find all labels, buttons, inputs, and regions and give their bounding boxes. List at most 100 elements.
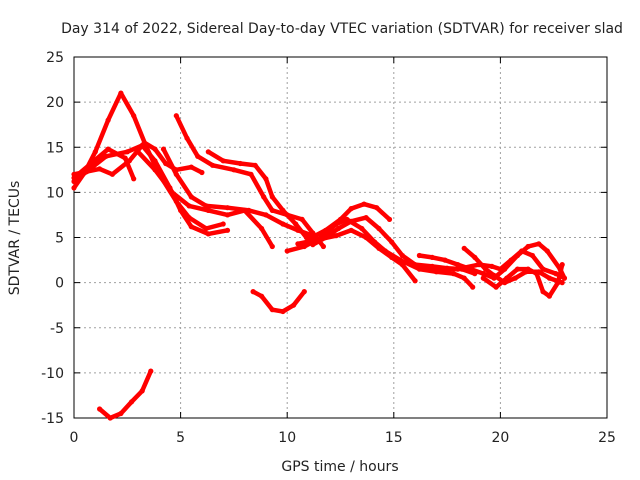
y-tick-label: -5 bbox=[50, 321, 64, 337]
data-point bbox=[269, 307, 275, 313]
data-point bbox=[263, 212, 269, 218]
x-axis-label: GPS time / hours bbox=[281, 459, 398, 475]
data-point bbox=[361, 201, 367, 207]
data-point bbox=[363, 215, 369, 221]
x-tick-label: 10 bbox=[278, 430, 296, 446]
series-arc-6 bbox=[161, 146, 316, 238]
data-point bbox=[310, 242, 316, 248]
series-arc-1 bbox=[71, 90, 226, 231]
data-point bbox=[489, 263, 495, 269]
data-point bbox=[359, 225, 365, 232]
data-point bbox=[482, 266, 489, 272]
x-tick-label: 5 bbox=[176, 430, 185, 446]
y-tick-label: -10 bbox=[41, 366, 64, 382]
data-point bbox=[491, 272, 497, 278]
data-point bbox=[386, 216, 393, 222]
data-point bbox=[152, 167, 158, 173]
y-axis-label: SDTVAR / TECUs bbox=[7, 181, 23, 296]
data-point bbox=[540, 266, 546, 272]
y-tick-label: 20 bbox=[46, 95, 64, 111]
data-point bbox=[269, 243, 275, 250]
data-point bbox=[186, 203, 192, 209]
data-point bbox=[376, 245, 382, 251]
data-point bbox=[188, 164, 194, 170]
data-point bbox=[259, 293, 265, 299]
data-point bbox=[450, 271, 457, 277]
data-point bbox=[131, 176, 137, 182]
data-point bbox=[71, 185, 77, 191]
data-point bbox=[163, 160, 169, 167]
data-point bbox=[455, 262, 461, 268]
data-point bbox=[205, 207, 211, 213]
data-point bbox=[525, 266, 531, 272]
series-arc-16 bbox=[461, 246, 565, 285]
data-point bbox=[188, 194, 194, 200]
data-point bbox=[199, 169, 205, 176]
data-point bbox=[129, 399, 135, 405]
data-point bbox=[559, 262, 565, 268]
y-tick-label: 25 bbox=[46, 50, 64, 66]
series-arc-7 bbox=[174, 113, 326, 249]
grid bbox=[74, 57, 607, 418]
data-point bbox=[263, 176, 269, 182]
data-point bbox=[508, 257, 514, 263]
data-point bbox=[399, 252, 405, 259]
data-point bbox=[250, 289, 256, 295]
data-point bbox=[293, 221, 299, 227]
data-point bbox=[348, 218, 354, 224]
data-point bbox=[412, 278, 418, 284]
series-arc-12 bbox=[295, 228, 418, 284]
data-point bbox=[493, 284, 499, 290]
data-point bbox=[71, 175, 77, 181]
data-point bbox=[248, 171, 254, 177]
data-point bbox=[555, 280, 561, 286]
data-point bbox=[429, 254, 435, 260]
data-point bbox=[480, 275, 486, 281]
data-point bbox=[525, 243, 531, 250]
data-point bbox=[269, 207, 275, 213]
data-point bbox=[348, 227, 354, 233]
data-point bbox=[389, 239, 395, 245]
data-point bbox=[195, 153, 201, 159]
series-arc-18 bbox=[97, 368, 154, 421]
data-point bbox=[88, 160, 94, 167]
series-group bbox=[71, 90, 568, 421]
data-point bbox=[295, 241, 301, 247]
data-point bbox=[71, 178, 77, 185]
data-point bbox=[519, 248, 525, 254]
data-point bbox=[237, 160, 243, 167]
data-point bbox=[141, 140, 147, 146]
data-point bbox=[416, 252, 422, 259]
data-point bbox=[118, 410, 124, 417]
y-tick-label: 0 bbox=[55, 276, 64, 292]
data-point bbox=[122, 155, 128, 161]
data-point bbox=[284, 248, 290, 254]
data-point bbox=[455, 266, 461, 272]
data-point bbox=[320, 243, 326, 250]
data-point bbox=[280, 308, 286, 315]
data-point bbox=[504, 275, 510, 281]
data-point bbox=[220, 221, 226, 227]
data-point bbox=[269, 194, 275, 200]
x-tick-label: 0 bbox=[70, 430, 79, 446]
data-point bbox=[252, 162, 258, 168]
data-point bbox=[107, 415, 113, 421]
data-point bbox=[480, 271, 486, 277]
y-tick-label: -15 bbox=[41, 411, 64, 427]
data-point bbox=[205, 231, 211, 237]
data-point bbox=[97, 406, 103, 412]
data-point bbox=[316, 236, 322, 242]
data-point bbox=[299, 216, 305, 222]
data-point bbox=[188, 224, 194, 230]
data-point bbox=[169, 189, 175, 195]
data-point bbox=[348, 206, 354, 212]
y-tick-label: 5 bbox=[55, 231, 64, 247]
data-point bbox=[442, 257, 448, 263]
y-tick-label: 10 bbox=[46, 185, 64, 201]
data-point bbox=[536, 241, 542, 247]
data-point bbox=[323, 227, 329, 233]
data-point bbox=[203, 225, 209, 232]
data-point bbox=[412, 263, 418, 269]
data-point bbox=[399, 262, 405, 268]
